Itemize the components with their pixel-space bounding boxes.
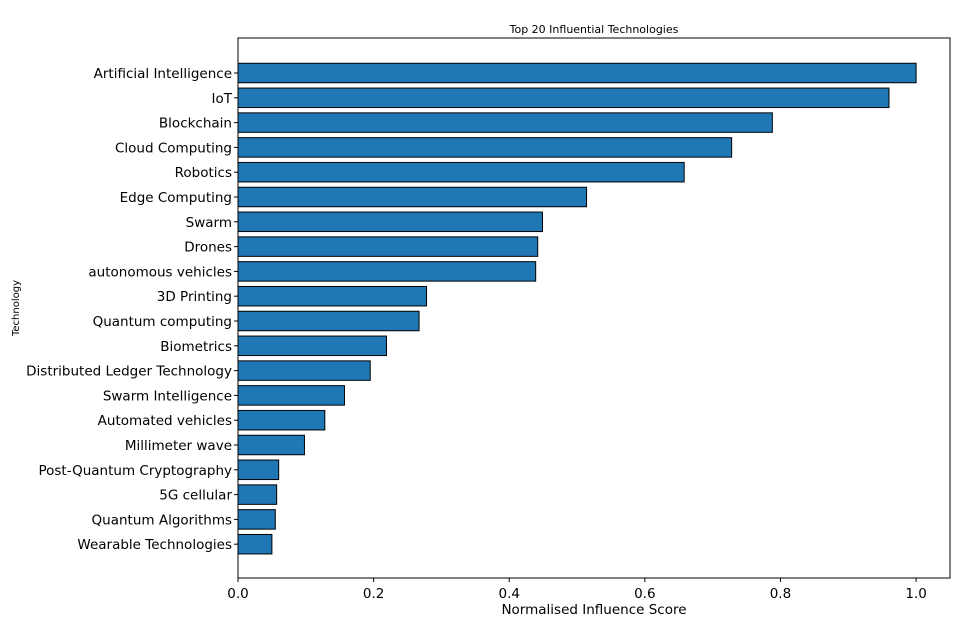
bar (237, 261, 537, 282)
category-label: autonomous vehicles (88, 264, 232, 280)
category-labels: Artificial Intelligence IoT Blockchain Clou… (26, 66, 238, 553)
x-axis: 0.0 0.2 0.4 0.6 0.8 1.0 (227, 578, 927, 602)
x-tick-label: 0.2 (363, 586, 384, 602)
y-axis-label: Technology (11, 280, 22, 337)
category-label: Distributed Ledger Technology (26, 364, 232, 380)
category-label: Swarm (186, 215, 232, 231)
bar (237, 137, 733, 158)
bar (237, 335, 388, 357)
x-tick-label: 1.0 (905, 586, 926, 602)
category-label: Swarm Intelligence (103, 388, 232, 404)
bar (237, 434, 305, 456)
x-tick-label: 0.4 (498, 586, 519, 602)
category-label: Automated vehicles (98, 413, 232, 429)
bar (237, 112, 773, 133)
bar (237, 360, 371, 381)
bar (237, 87, 890, 109)
x-tick-label: 0.8 (770, 586, 791, 602)
bar (237, 385, 345, 406)
bar (237, 484, 278, 505)
x-tick-label: 0.6 (634, 586, 655, 602)
bars (237, 62, 917, 555)
bar (237, 533, 273, 555)
bar (237, 236, 539, 257)
bar (237, 509, 276, 530)
bar (237, 211, 543, 233)
category-label: Post-Quantum Cryptography (38, 463, 232, 479)
bar (237, 459, 280, 481)
bar (237, 161, 685, 183)
category-label: Biometrics (160, 339, 232, 355)
bar (237, 409, 326, 431)
bar (237, 186, 588, 208)
category-label: Wearable Technologies (77, 537, 232, 553)
plot-frame (237, 37, 951, 579)
category-label: 3D Printing (157, 289, 232, 305)
category-label: Edge Computing (120, 190, 232, 206)
x-axis-label: Normalised Influence Score (501, 602, 686, 618)
category-label: Cloud Computing (115, 140, 232, 156)
category-label: Quantum computing (93, 314, 232, 330)
category-label: Drones (184, 240, 232, 256)
category-label: Blockchain (159, 116, 232, 132)
x-tick-label: 0.0 (227, 586, 248, 602)
category-label: Artificial Intelligence (94, 66, 232, 82)
category-label: Quantum Algorithms (92, 512, 232, 528)
category-label: Robotics (175, 165, 232, 181)
category-label: IoT (212, 91, 233, 107)
chart-title: Top 20 Influential Technologies (509, 23, 679, 36)
category-label: 5G cellular (159, 488, 232, 504)
bar (237, 62, 917, 84)
bar (237, 310, 420, 332)
category-label: Millimeter wave (125, 438, 232, 454)
bar (237, 285, 428, 307)
